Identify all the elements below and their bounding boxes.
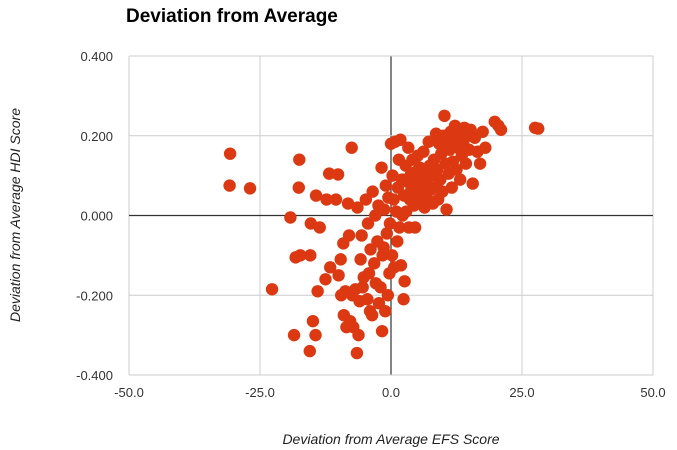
data-point [398,275,411,288]
data-point [309,189,323,202]
data-point [365,308,379,322]
data-point [440,203,453,216]
data-point [324,261,337,274]
data-point [361,293,374,306]
data-point [320,193,333,206]
data-point [445,181,458,194]
data-point [265,283,279,296]
data-point-layer [223,109,545,360]
y-tick-label: 0.200 [80,129,113,144]
data-point [453,173,467,186]
data-point [355,229,368,242]
data-point [369,209,382,222]
data-point [304,249,317,262]
data-point [303,344,316,358]
data-point [309,328,322,342]
chart-title: Deviation from Average [126,6,338,27]
y-tick-label: 0.400 [80,49,113,64]
data-point [380,227,394,240]
data-point [362,267,376,280]
x-tick-label: 25.0 [509,385,534,400]
data-point [377,203,391,216]
data-point [284,211,297,224]
y-tick-label: 0.000 [80,209,113,224]
data-point [331,168,345,181]
data-point [332,269,345,282]
data-point [375,324,389,338]
data-point [352,328,365,342]
data-point [394,259,408,272]
data-point [417,145,430,158]
data-point [466,177,479,190]
data-point [494,123,508,136]
data-point [391,235,404,248]
tick-label-layer: -50.0 -25.0 0.0 25.0 50.0 0.400 0.200 0.000 -0.2… [76,49,666,400]
data-point [459,157,473,170]
data-point [397,293,410,306]
data-point [450,163,463,176]
data-point [287,328,301,342]
data-point [313,221,326,234]
data-point [223,179,236,192]
data-point [293,153,306,166]
data-point [374,281,387,294]
y-tick-label: -0.400 [76,368,113,383]
data-point [345,141,358,154]
data-point [354,253,367,266]
y-tick-label: -0.200 [76,288,113,303]
data-point [381,289,395,302]
data-point [322,167,336,180]
data-point [329,193,343,206]
x-tick-label: -50.0 [114,385,144,400]
x-tick-label: 0.0 [382,385,400,400]
data-point [473,157,487,170]
data-point [306,314,320,328]
data-point [350,346,364,360]
data-point [294,249,307,262]
data-point [377,241,390,254]
data-point [341,197,355,210]
data-point [356,281,369,294]
data-point [422,135,435,148]
data-point [438,109,451,123]
data-point [361,217,375,230]
data-point [385,249,399,262]
x-tick-label: 50.0 [640,385,665,400]
data-point [402,141,415,154]
data-point [408,221,422,234]
data-point [311,285,324,298]
data-point [368,257,381,270]
data-point [532,122,545,135]
data-point [342,229,356,242]
data-point [243,182,257,195]
x-tick-label: -25.0 [245,385,275,400]
data-point [386,169,399,182]
data-point [379,179,392,192]
data-point [479,141,492,154]
data-point [383,217,397,230]
data-point [476,125,489,138]
y-axis-title: Deviation from Average HDI Score [7,108,23,322]
data-point [319,273,332,286]
data-point [375,161,388,174]
data-point [436,185,449,198]
data-point [393,221,406,234]
data-point [351,201,364,214]
data-point [366,185,379,198]
data-point [292,181,305,194]
data-point [387,193,400,206]
grid-layer [128,55,654,376]
data-point [394,133,407,146]
x-axis-title: Deviation from Average EFS Score [282,431,499,447]
data-point [334,253,347,266]
data-point [223,147,237,160]
data-point [379,305,392,318]
